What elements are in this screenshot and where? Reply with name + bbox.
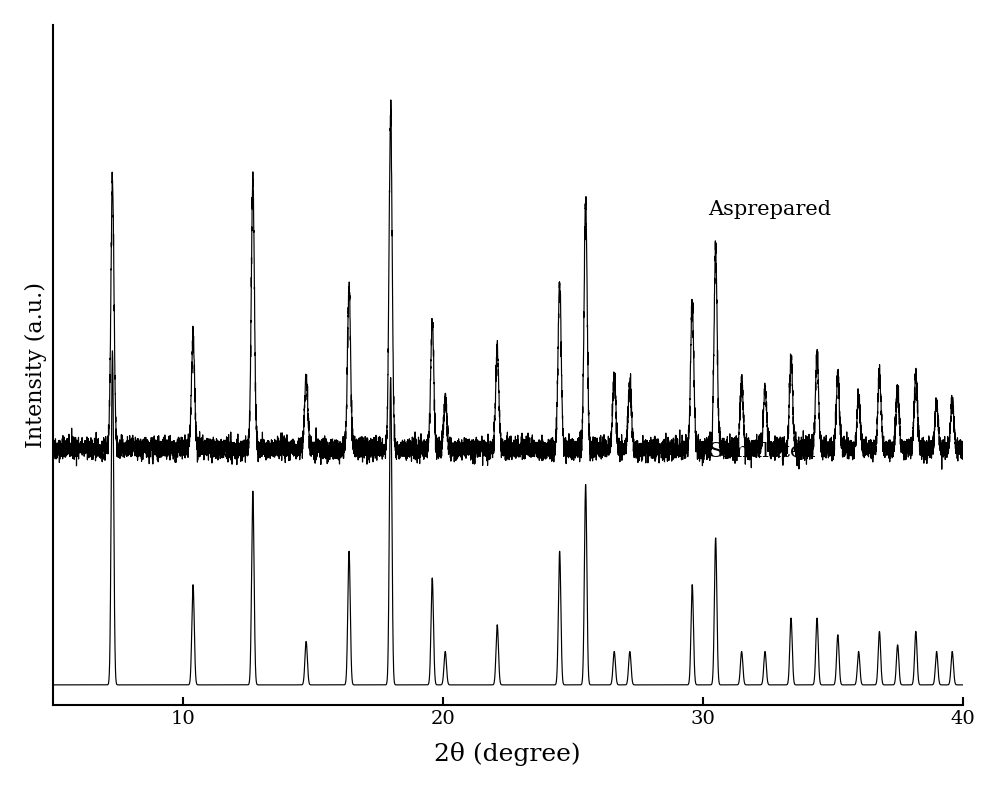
- Text: Asprepared: Asprepared: [708, 200, 831, 219]
- Text: Simulated: Simulated: [708, 442, 815, 461]
- X-axis label: 2θ (degree): 2θ (degree): [434, 742, 581, 766]
- Y-axis label: Intensity (a.u.): Intensity (a.u.): [25, 282, 47, 448]
